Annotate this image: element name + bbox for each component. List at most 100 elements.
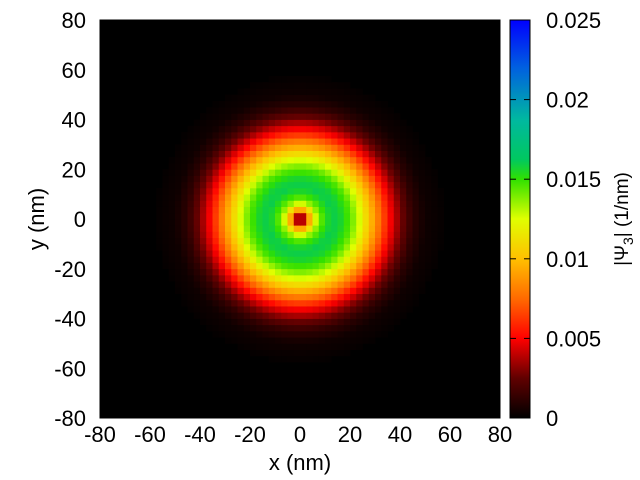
heatmap-cell — [225, 287, 232, 295]
heatmap-cell — [318, 343, 326, 350]
heatmap-cell — [406, 169, 413, 176]
heatmap-cell — [300, 324, 307, 332]
heatmap-cell — [356, 175, 363, 183]
heatmap-cell — [375, 100, 382, 108]
heatmap-cell — [262, 175, 270, 183]
heatmap-cell — [231, 175, 238, 183]
heatmap-cell — [400, 237, 407, 245]
heatmap-cell — [431, 206, 438, 214]
heatmap-cell — [325, 343, 332, 350]
heatmap-cell — [312, 169, 320, 176]
heatmap-cell — [193, 125, 201, 133]
heatmap-cell — [181, 138, 188, 145]
heatmap-cell — [281, 125, 288, 133]
heatmap-cell — [212, 330, 220, 338]
heatmap-cell — [437, 243, 445, 251]
heatmap-cell — [281, 156, 288, 164]
heatmap-cell — [281, 187, 288, 195]
heatmap-cell — [331, 107, 338, 114]
heatmap-cell — [318, 125, 326, 133]
heatmap-cell — [281, 237, 288, 245]
heatmap-cell — [181, 194, 188, 201]
heatmap-cell — [406, 194, 413, 201]
heatmap-cell — [250, 94, 257, 102]
heatmap-cell — [206, 306, 213, 313]
heatmap-cell — [337, 318, 345, 326]
heatmap-cell — [356, 219, 363, 226]
heatmap-cell — [387, 150, 395, 158]
heatmap-cell — [256, 287, 263, 295]
heatmap-cell — [375, 318, 382, 326]
heatmap-cell — [287, 187, 295, 195]
heatmap-cell — [343, 274, 351, 282]
heatmap-cell — [250, 119, 257, 127]
heatmap-cell — [212, 200, 220, 207]
heatmap-cell — [375, 156, 382, 164]
heatmap-cell — [225, 100, 232, 108]
heatmap-cell — [275, 243, 282, 251]
heatmap-cell — [312, 219, 320, 226]
heatmap-cell — [231, 156, 238, 164]
heatmap-cell — [293, 163, 301, 170]
heatmap-cell — [318, 156, 326, 164]
heatmap-cell — [250, 299, 257, 307]
heatmap-cell — [168, 274, 176, 282]
heatmap-cell — [306, 82, 313, 89]
heatmap-cell — [268, 306, 276, 313]
heatmap-cell — [387, 187, 395, 195]
heatmap-cell — [306, 262, 313, 270]
heatmap-cell — [325, 156, 332, 164]
heatmap-cell — [181, 287, 188, 295]
heatmap-cell — [168, 181, 176, 189]
heatmap-cell — [343, 287, 351, 295]
heatmap-cell — [437, 200, 445, 207]
heatmap-cell — [256, 262, 263, 270]
heatmap-cell — [275, 250, 282, 257]
heatmap-cell — [393, 306, 401, 313]
heatmap-cell — [237, 144, 245, 151]
heatmap-cell — [231, 194, 238, 201]
heatmap-cell — [331, 187, 338, 195]
heatmap-cell — [262, 156, 270, 164]
heatmap-cell — [356, 194, 363, 201]
heatmap-cell — [431, 231, 438, 239]
heatmap-cell — [162, 219, 170, 226]
heatmap-cell — [400, 250, 407, 257]
heatmap-cell — [156, 194, 163, 201]
heatmap-cell — [268, 231, 276, 239]
heatmap-cell — [243, 274, 251, 282]
heatmap-cell — [375, 194, 382, 201]
heatmap-cell — [231, 212, 238, 220]
heatmap-cell — [187, 125, 195, 133]
heatmap-cell — [312, 231, 320, 239]
heatmap-cell — [225, 138, 232, 145]
heatmap-cell — [218, 138, 226, 145]
heatmap-cell — [212, 206, 220, 214]
heatmap-cell — [218, 268, 226, 276]
heatmap-cell — [356, 125, 363, 133]
heatmap-cell — [381, 169, 388, 176]
heatmap-cell — [362, 256, 370, 263]
heatmap-cell — [381, 107, 388, 114]
heatmap-cell — [381, 250, 388, 257]
heatmap-cell — [281, 119, 288, 127]
heatmap-cell — [331, 88, 338, 96]
heatmap-cell — [237, 131, 245, 139]
heatmap-cell — [437, 231, 445, 239]
heatmap-cell — [206, 274, 213, 282]
heatmap-cell — [337, 312, 345, 319]
heatmap-cell — [318, 293, 326, 301]
heatmap-cell — [162, 187, 170, 195]
heatmap-cell — [275, 337, 282, 344]
heatmap-cell — [375, 219, 382, 226]
heatmap-cell — [243, 150, 251, 158]
heatmap-cell — [256, 243, 263, 251]
heatmap-cell — [337, 107, 345, 114]
heatmap-cell — [412, 138, 420, 145]
heatmap-cell — [231, 330, 238, 338]
heatmap-cell — [187, 150, 195, 158]
heatmap-cell — [262, 324, 270, 332]
heatmap-cell — [268, 349, 276, 357]
heatmap-cell — [212, 212, 220, 220]
heatmap-cell — [331, 125, 338, 133]
